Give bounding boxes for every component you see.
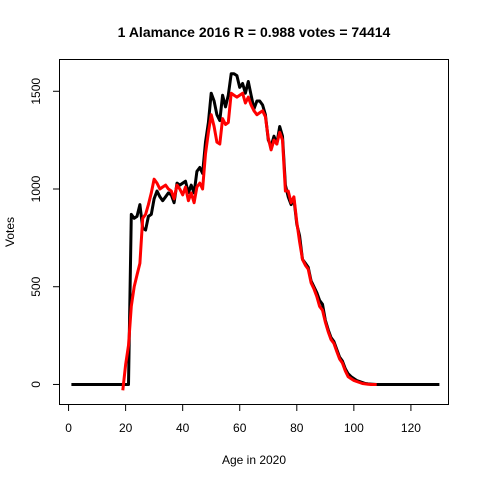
x-tick-label: 20	[119, 421, 133, 435]
y-tick-label: 0	[29, 381, 43, 388]
plot-frame	[59, 59, 449, 405]
x-tick-label: 120	[401, 421, 421, 435]
x-tick-label: 40	[176, 421, 190, 435]
x-tick-label: 60	[233, 421, 247, 435]
y-axis-label: Votes	[3, 217, 17, 247]
y-axis: 0 500 1000 1500	[29, 78, 60, 388]
x-axis: 0 20 40 60 80 100 120	[65, 404, 421, 435]
x-tick-label: 0	[65, 421, 72, 435]
y-tick-label: 500	[29, 276, 43, 296]
chart-title: 1 Alamance 2016 R = 0.988 votes = 74414	[118, 24, 391, 40]
series-line-2	[121, 91, 377, 391]
x-axis-label: Age in 2020	[222, 453, 286, 467]
y-tick-label: 1500	[29, 78, 43, 105]
series-line-1	[71, 72, 440, 386]
x-tick-label: 80	[290, 421, 304, 435]
x-tick-label: 100	[344, 421, 364, 435]
y-tick-label: 1000	[29, 175, 43, 202]
series-lines	[71, 72, 440, 391]
